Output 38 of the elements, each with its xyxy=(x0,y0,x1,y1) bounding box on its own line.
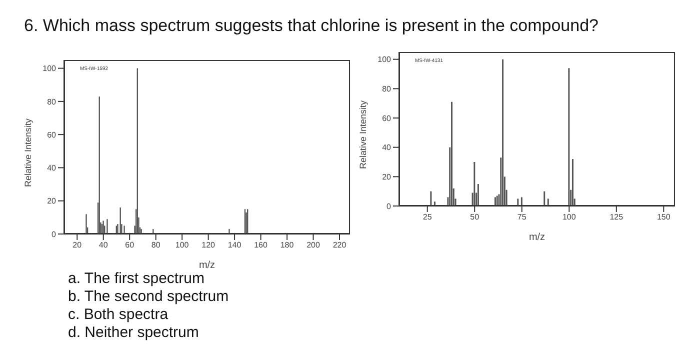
x-tick-label: 75 xyxy=(517,212,527,222)
x-axis-title: m/z xyxy=(528,232,546,243)
x-tick-label: 180 xyxy=(280,240,294,250)
x-tick-label: 50 xyxy=(470,212,480,222)
y-tick-label: 80 xyxy=(382,84,392,94)
x-tick-label: 20 xyxy=(72,240,82,250)
y-tick-label: 40 xyxy=(382,143,392,152)
text: a. The first spectrum xyxy=(68,270,206,288)
y-tick-label: 20 xyxy=(47,196,57,206)
y-tick-label: 40 xyxy=(47,164,57,173)
x-tick-label: 80 xyxy=(151,240,161,250)
x-tick-label: 150 xyxy=(656,212,671,222)
x-tick-label: 120 xyxy=(202,240,216,250)
x-tick-label: 100 xyxy=(175,240,190,250)
x-tick-label: 25 xyxy=(422,212,432,222)
x-tick-label: 220 xyxy=(332,240,347,250)
y-tick-label: 0 xyxy=(386,202,392,211)
text: d. Neither spectrum xyxy=(68,324,200,342)
text: c. Both spectra xyxy=(68,306,170,324)
x-tick-label: 200 xyxy=(306,240,320,250)
x-tick-label: 140 xyxy=(228,240,242,250)
y-axis-title: Relative Intensity xyxy=(23,118,34,187)
y-tick-label: 80 xyxy=(47,97,57,106)
x-tick-label: 40 xyxy=(98,240,108,250)
text: b. The second spectrum xyxy=(68,288,229,306)
y-tick-label: 20 xyxy=(382,172,392,182)
y-tick-label: 60 xyxy=(382,114,392,123)
x-tick-label: 60 xyxy=(125,240,135,250)
x-tick-label: 125 xyxy=(610,212,624,222)
chart-title: 6. Which mass spectrum suggests that chlorine is present in the compound? xyxy=(24,16,599,36)
y-axis-title: Relative Intensity xyxy=(358,100,368,169)
x-tick-label: 100 xyxy=(562,212,576,222)
y-tick-label: 100 xyxy=(378,55,392,64)
y-tick-label: 100 xyxy=(42,64,57,74)
y-tick-label: 60 xyxy=(47,130,57,140)
x-tick-label: 160 xyxy=(254,240,268,250)
y-tick-label: 0 xyxy=(52,230,57,239)
x-axis-title: m/z xyxy=(198,260,216,271)
